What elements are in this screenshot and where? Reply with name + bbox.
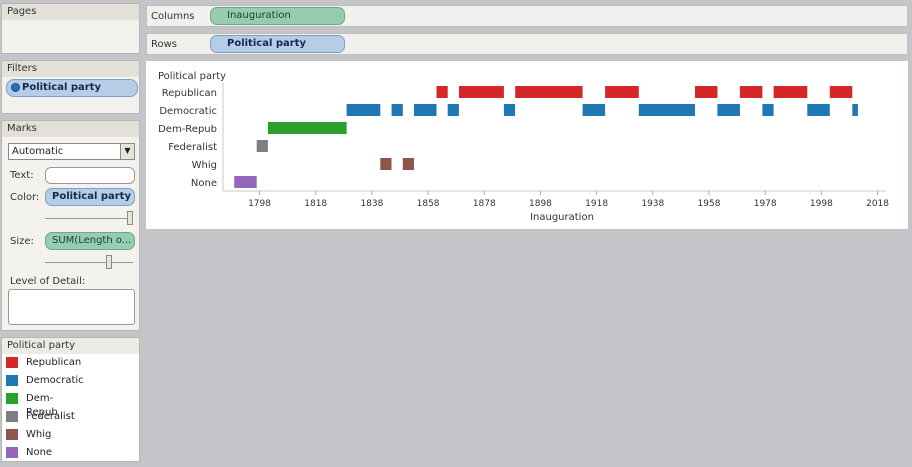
bar[interactable]: [459, 86, 504, 98]
row-label: Democratic: [159, 106, 217, 117]
legend-label: Whig: [26, 429, 52, 440]
bar[interactable]: [807, 104, 830, 116]
filter-pill-label: Political party: [22, 82, 101, 93]
row-labels: Republican Democratic Dem-Repub Federalist W…: [158, 88, 217, 189]
row-header-label: Political party: [158, 71, 226, 82]
bar[interactable]: [346, 104, 381, 116]
bar[interactable]: [717, 104, 740, 116]
legend-label: Republican: [26, 357, 82, 368]
row-label: Dem-Repub: [158, 124, 217, 135]
bar[interactable]: [234, 176, 257, 188]
bar[interactable]: [447, 104, 459, 116]
legend-swatch: [6, 447, 18, 458]
filters-title: Filters: [2, 61, 139, 77]
color-pill[interactable]: Political party: [45, 188, 135, 206]
size-slider-thumb[interactable]: [106, 255, 112, 269]
marks-panel[interactable]: Marks Automatic ▼ Text: Color: Political…: [1, 120, 140, 331]
legend-swatch: [6, 375, 18, 386]
bar[interactable]: [256, 140, 268, 152]
bar[interactable]: [380, 158, 392, 170]
columns-shelf[interactable]: Columns Inauguration: [146, 5, 908, 27]
x-tick-label: 1878: [473, 199, 496, 209]
gantt-chart: Political party Inauguration Republican D…: [158, 71, 889, 223]
x-tick-label: 1798: [248, 199, 271, 209]
row-label: Federalist: [168, 142, 217, 153]
globe-icon: [11, 82, 20, 92]
mark-type-value: Automatic: [12, 146, 64, 157]
x-tick-label: 1918: [585, 199, 608, 209]
chart-view[interactable]: Political party Inauguration Republican D…: [146, 61, 908, 229]
rows-label: Rows: [151, 39, 178, 50]
x-tick-label: 1938: [641, 199, 664, 209]
legend-swatch: [6, 357, 18, 368]
bar[interactable]: [436, 86, 448, 98]
row-label: Republican: [162, 88, 217, 99]
bars: [234, 86, 858, 188]
mark-type-select[interactable]: Automatic ▼: [8, 143, 135, 160]
color-label: Color:: [10, 192, 40, 203]
bar[interactable]: [739, 86, 763, 98]
marks-title: Marks: [2, 121, 139, 137]
filter-pill-political-party[interactable]: Political party: [6, 79, 138, 97]
size-label: Size:: [10, 236, 34, 247]
legend-label: None: [26, 447, 53, 458]
columns-pill[interactable]: Inauguration: [210, 7, 345, 25]
bar[interactable]: [762, 104, 774, 116]
bar[interactable]: [582, 104, 606, 116]
legend-label: Democratic: [26, 375, 84, 386]
bar[interactable]: [414, 104, 437, 116]
legend-swatch: [6, 393, 18, 404]
x-axis-title: Inauguration: [530, 212, 594, 223]
grid-lines: [222, 83, 886, 192]
pages-panel[interactable]: Pages: [1, 3, 140, 54]
size-slider-track: [45, 262, 133, 263]
chevron-down-icon[interactable]: ▼: [120, 144, 134, 159]
level-of-detail-shelf[interactable]: [8, 289, 135, 325]
rows-shelf[interactable]: Rows Political party: [146, 33, 908, 55]
x-tick-label: 1838: [360, 199, 383, 209]
bar[interactable]: [267, 122, 347, 134]
level-of-detail-label: Level of Detail:: [10, 276, 86, 287]
color-slider-thumb[interactable]: [127, 211, 133, 225]
legend-label: Federalist: [26, 411, 75, 422]
row-label: None: [191, 178, 217, 189]
x-tick-label: 1898: [529, 199, 552, 209]
rows-pill[interactable]: Political party: [210, 35, 345, 53]
bar[interactable]: [605, 86, 639, 98]
bar[interactable]: [638, 104, 695, 116]
bar[interactable]: [391, 104, 403, 116]
x-tick-label: 1818: [304, 199, 327, 209]
row-label: Whig: [192, 160, 217, 171]
bar[interactable]: [402, 158, 414, 170]
filters-panel[interactable]: Filters Political party: [1, 60, 140, 114]
text-shelf[interactable]: [45, 167, 135, 184]
columns-label: Columns: [151, 11, 195, 22]
color-slider-track: [45, 218, 133, 219]
bar[interactable]: [503, 104, 516, 116]
bar[interactable]: [773, 86, 808, 98]
pages-title: Pages: [2, 4, 139, 20]
bar[interactable]: [515, 86, 583, 98]
text-label: Text:: [10, 170, 34, 181]
x-axis-ticks: 1798 1818 1838 1858 1878 1898 1918 1938 1958 1978…: [248, 191, 889, 209]
x-tick-label: 1858: [417, 199, 440, 209]
legend-panel[interactable]: Political party Republican Democratic Dem-…: [1, 337, 140, 462]
x-tick-label: 1958: [698, 199, 721, 209]
bar[interactable]: [852, 104, 858, 116]
legend-swatch: [6, 429, 18, 440]
x-tick-label: 2018: [866, 199, 889, 209]
legend-swatch: [6, 411, 18, 422]
legend-title: Political party: [2, 338, 139, 354]
x-tick-label: 1978: [754, 199, 777, 209]
size-pill[interactable]: SUM(Length o...: [45, 232, 135, 250]
legend-label: Dem-Repub: [26, 393, 58, 418]
bar[interactable]: [829, 86, 853, 98]
bar[interactable]: [695, 86, 718, 98]
x-tick-label: 1998: [810, 199, 833, 209]
